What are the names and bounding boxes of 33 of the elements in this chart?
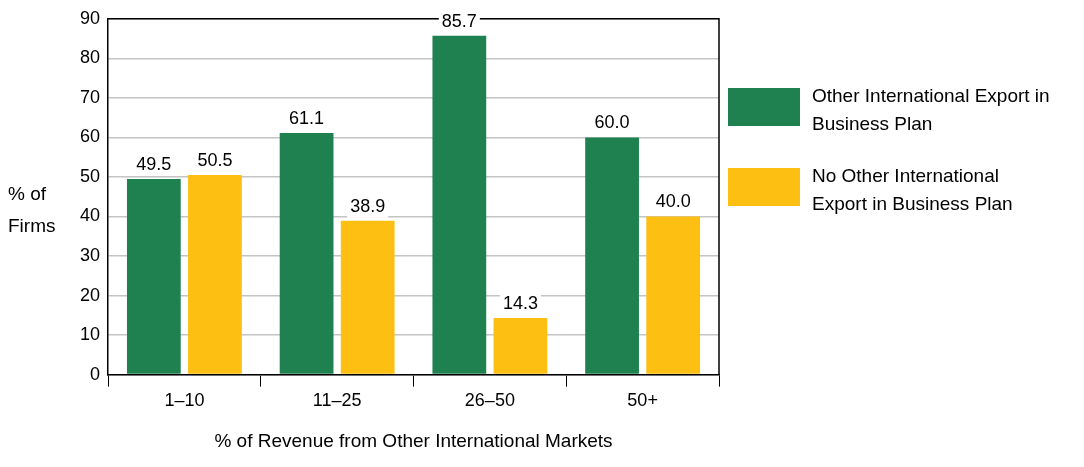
y-tick-label: 70 [79,86,101,107]
data-label: 85.7 [441,10,477,31]
y-tick-label: 0 [90,363,101,384]
y-tick-label: 50 [79,165,101,186]
legend-label: No Other International Export in Business Plan [812,164,1014,216]
data-label: 60.0 [594,112,630,133]
x-axis-title: % of Revenue from Other International Markets [214,429,613,451]
x-tick-label: 11–25 [312,390,362,411]
y-tick-label: 60 [79,126,101,147]
data-label: 49.5 [136,153,172,174]
x-tick-label: 50+ [627,390,658,411]
bar [493,318,548,374]
y-tick-label: 40 [79,205,101,226]
y-tick-label: 90 [79,7,101,28]
x-tick-label: 1–10 [164,390,205,411]
bar [188,174,242,374]
data-label: 40.0 [655,191,691,212]
x-tick-label: 26–50 [464,390,515,411]
bar [279,133,334,374]
y-tick-label: 10 [79,324,101,345]
data-label: 38.9 [350,195,386,216]
bar [432,35,487,374]
legend-label: Other International Export in Business Plan [812,84,1051,136]
bar [585,137,639,374]
bar [126,178,181,374]
data-label: 61.1 [289,108,325,129]
bar [646,216,701,374]
y-tick-label: 30 [79,244,101,265]
data-label: 50.5 [197,149,233,170]
y-tick-label: 20 [79,284,101,305]
y-tick-label: 80 [79,47,101,68]
data-label: 14.3 [502,293,538,314]
y-axis-title: % of Firms [8,182,57,238]
